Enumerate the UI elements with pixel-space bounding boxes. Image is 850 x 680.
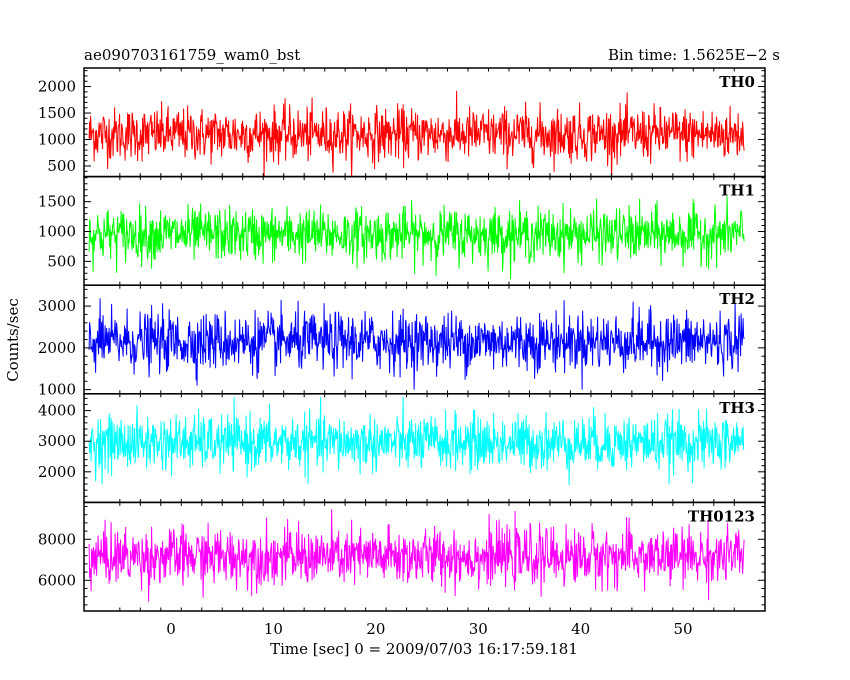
y-tick-label: 2000 [38, 78, 76, 96]
panel-frame [83, 67, 766, 178]
y-tick-label: 2000 [38, 463, 76, 481]
y-tick-label: 1000 [38, 222, 76, 240]
series-trace-th2 [88, 298, 745, 390]
x-tick-label: 40 [571, 620, 590, 638]
x-tick-label: 0 [166, 620, 176, 638]
series-label: TH0123 [688, 507, 755, 525]
chart-title: ae090703161759_wam0_bst [84, 46, 300, 64]
panel-th0: 500 1000 1500 2000 TH0 [38, 67, 766, 178]
series-trace-th0123 [88, 509, 745, 602]
y-tick-label: 3000 [38, 432, 76, 450]
y-tick-label: 4000 [38, 402, 76, 420]
series-trace-th1 [88, 196, 745, 280]
panel-frame [83, 501, 766, 612]
y-tick-label: 3000 [38, 297, 76, 315]
panel-th2: 1000 2000 3000 TH2 [38, 284, 766, 399]
y-tick-label: 1500 [38, 104, 76, 122]
panel-th1: 500 1000 1500 TH1 [38, 175, 766, 286]
y-tick-label: 500 [47, 157, 76, 175]
x-tick-label: 20 [366, 620, 385, 638]
series-label: TH1 [719, 182, 755, 200]
x-tick-label: 30 [469, 620, 488, 638]
y-tick-label: 6000 [38, 571, 76, 589]
y-tick-label: 500 [47, 252, 76, 270]
panel-th0123: 6000 8000 TH0123 [38, 501, 766, 612]
series-label: TH0 [719, 73, 755, 91]
x-tick-label: 10 [264, 620, 283, 638]
series-trace-th3 [88, 396, 745, 486]
y-tick-label: 1000 [38, 131, 76, 149]
bin-time-label: Bin time: 1.5625E−2 s [608, 46, 780, 64]
y-tick-label: 1500 [38, 193, 76, 211]
series-label: TH2 [719, 290, 755, 308]
x-axis-ticks: 0 10 20 30 40 50 [166, 620, 692, 638]
panel-th3: 2000 3000 4000 TH3 [38, 393, 766, 504]
y-tick-label: 1000 [38, 381, 76, 399]
series-trace-th0 [88, 90, 745, 177]
y-tick-label: 2000 [38, 339, 76, 357]
x-axis-label: Time [sec] 0 = 2009/07/03 16:17:59.181 [270, 640, 578, 658]
series-label: TH3 [719, 399, 755, 417]
x-tick-label: 50 [674, 620, 693, 638]
y-tick-label: 8000 [38, 530, 76, 548]
y-axis-label: Counts/sec [4, 298, 22, 382]
